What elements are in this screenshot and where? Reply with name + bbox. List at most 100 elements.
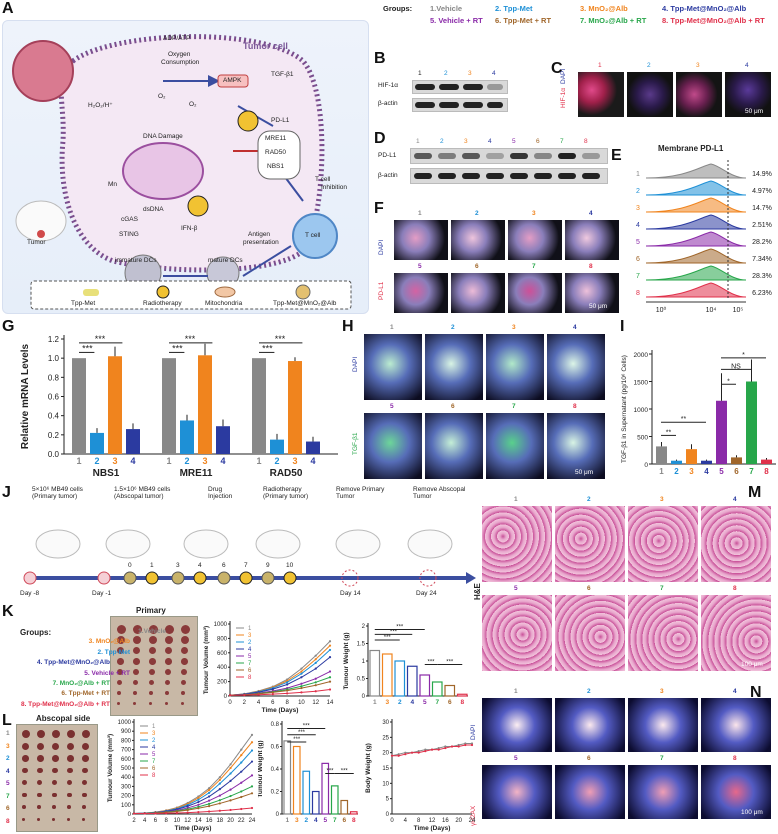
panel-label-j: J [2,484,11,501]
tumor-specimen [117,680,122,685]
micrograph-tile [547,334,605,400]
x-tick-label: 2 [184,456,189,466]
group-label-7: 7. MnO₂@Alb + RT [580,16,647,25]
x-tick-label: 20 [227,818,234,824]
data-point [250,733,254,736]
legend-label: 4 [152,745,156,751]
sig-label: *** [384,635,392,641]
tumor-specimen [165,680,170,685]
scale-bar-label: 50 μm [589,303,608,310]
x-tick-label: 4 [404,818,408,824]
micrograph-tile [364,334,422,400]
data-point [197,796,200,799]
tumor-specimen [82,730,90,738]
blot-b-lane-4: 4 [492,70,496,77]
y-tick-label: 600 [121,757,132,763]
micrograph-lane-label: 4 [589,210,593,217]
data-point [240,761,243,764]
micrograph-lane-label: 6 [587,585,591,592]
flow-histogram [645,197,747,213]
blot-d-lane-label: 8 [584,138,588,145]
flow-x-tick: 10⁴ [706,307,717,314]
tumor-specimen [133,702,137,706]
bar [686,449,697,464]
micrograph-lane-label: 2 [475,210,479,217]
data-point [437,746,440,750]
tumor-specimen [67,817,71,821]
mouse-illustration [335,529,381,559]
band [510,173,528,179]
panel-h-ylabel-dapi: DAPI [352,356,359,372]
tumor-specimen [67,755,74,762]
legend-label: 1 [152,724,156,730]
sig-label: *** [326,769,334,775]
micrograph-lane-label: 7 [660,755,664,762]
tcell-inhibition-label-1: T cell [315,176,331,183]
sig-label: *** [185,334,196,344]
timeline-drawing [23,529,476,587]
y-tick-label: 400 [217,665,228,671]
panel-label-m: M [748,484,762,501]
blot-d-lane-label: 2 [440,138,444,145]
legend-label: 6 [248,668,252,674]
radiotherapy-icon [156,285,170,299]
tumor-specimen [22,792,27,797]
y-tick-label: 0 [276,812,280,818]
sig-label: ** [666,429,672,436]
marker-drug-0 [123,571,137,585]
data-point [328,676,332,679]
band [414,173,432,179]
flow-percent: 28.3% [752,273,772,280]
bar [108,356,122,454]
x-axis-label: Time (Days) [175,825,212,832]
data-point [240,748,243,751]
data-point [286,692,289,695]
scale-bar-label: 100 μm [741,809,763,816]
panel-l-row-label: 5 [6,780,10,787]
tumor-specimen [22,817,26,821]
panel-label-i: I [620,318,625,335]
micrograph-tile [555,506,625,582]
flow-lane-label: 6 [636,256,640,263]
data-point [444,745,447,748]
panel-c-lane-3: 3 [696,62,700,69]
tumor-specimen [37,780,43,786]
data-point [207,788,211,792]
sig-label: * [727,378,730,385]
ampk-box [217,74,249,88]
micrograph-tile [451,220,505,260]
y-axis-label: Tumour Weight (g) [343,632,350,689]
micrograph-lane-label: 1 [514,688,518,695]
legend-label: 6 [152,766,156,772]
timeline-day--8: Day -8 [20,590,40,597]
data-point [328,680,332,683]
sig-label: * [742,352,745,359]
immature-dc-label: immature DCs [115,257,157,264]
data-point [207,804,211,808]
data-point [437,748,440,751]
tumor-specimen [52,755,59,762]
band [438,153,456,159]
series-line [229,689,331,696]
panel-l-row-label: 8 [6,817,10,825]
series-line [229,645,331,696]
tumor-cell-label: Tumor cell [243,41,288,51]
tumor-specimen [133,647,141,655]
panel-e-title: Membrane PD-L1 [658,144,724,153]
x-tick-label: 8 [417,818,421,824]
tgf-label: TGF-β1 [271,71,294,78]
data-point [457,745,460,748]
data-point [314,690,317,693]
data-point [286,689,289,692]
tumor-specimen [22,742,30,750]
tumor-specimen [165,625,174,634]
x-tick-label: 7 [435,699,439,706]
cgas-label: cGAS [121,216,138,223]
tumor-specimen [133,636,142,645]
micrograph-tile [547,413,605,479]
micrograph-lane-label: 1 [514,496,518,503]
blot-d-lane-label: 6 [536,138,540,145]
panel-m-side-label: H&E [473,583,482,600]
x-tick-label: 1 [166,456,171,466]
